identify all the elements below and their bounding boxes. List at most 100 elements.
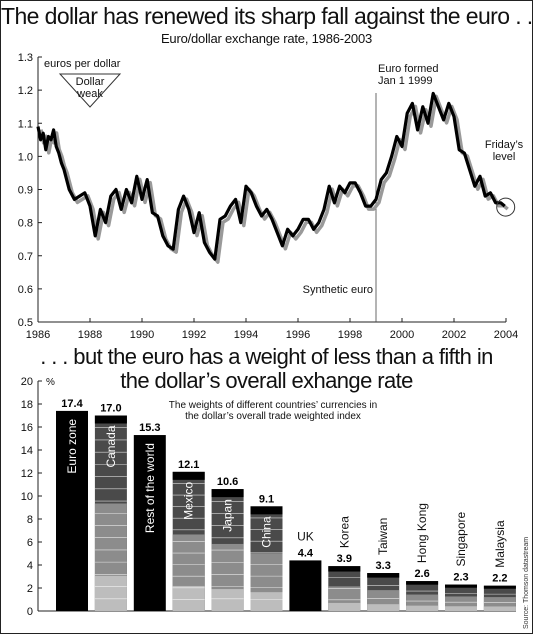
x-tick-label: 1994 bbox=[234, 329, 258, 341]
bar-value-label: 3.3 bbox=[376, 560, 391, 572]
dollar-weak-annotation-line2: weak bbox=[76, 88, 103, 100]
bar bbox=[211, 489, 244, 611]
category-label: Singapore bbox=[454, 512, 468, 567]
bar bbox=[367, 573, 400, 611]
bar-value-label: 17.4 bbox=[61, 398, 83, 410]
bar-y-tick-label: 0 bbox=[27, 606, 33, 618]
synthetic-euro-annotation: Synthetic euro bbox=[303, 284, 373, 296]
dollar-weak-annotation-line1: Dollar bbox=[76, 76, 105, 88]
category-label: UK bbox=[297, 529, 314, 543]
category-label: Rest of the world bbox=[143, 443, 157, 533]
bar-lower-band bbox=[328, 586, 361, 611]
bar-cap bbox=[94, 415, 127, 424]
bar-group bbox=[211, 489, 244, 611]
category-label: Japan bbox=[221, 499, 235, 532]
bar-cap bbox=[367, 573, 400, 578]
exchange-rate-line-chart: 0.5 0.6 0.7 0.8 0.9 1.0 1.1 1.2 1.3 1986 1988 1990 1… bbox=[18, 52, 524, 341]
bar-group bbox=[483, 585, 516, 611]
bar bbox=[445, 584, 477, 611]
bar bbox=[289, 560, 322, 611]
bar-value-label: 9.1 bbox=[259, 493, 274, 505]
bar-lower-band bbox=[483, 597, 516, 611]
bar-group bbox=[94, 415, 127, 611]
bar-y-tick-label: 4 bbox=[27, 560, 33, 572]
x-tick-label: 1990 bbox=[130, 329, 154, 341]
bar-lower-band bbox=[94, 503, 127, 611]
x-tick-label: 2004 bbox=[494, 329, 518, 341]
bar bbox=[483, 585, 516, 611]
bar-cap bbox=[172, 471, 205, 480]
bar-chart-title-line: the dollar’s overall trade weighted inde… bbox=[185, 411, 361, 422]
bar-group bbox=[328, 566, 361, 611]
bar-cap bbox=[250, 506, 283, 515]
bar-base-band bbox=[250, 592, 283, 611]
bar-group bbox=[133, 435, 166, 611]
bar-group bbox=[172, 471, 205, 611]
bar-group bbox=[250, 506, 283, 611]
x-tick-label: 1988 bbox=[78, 329, 102, 341]
y-tick-label: 1.3 bbox=[18, 52, 33, 64]
bar bbox=[406, 581, 439, 611]
fridays-level-marker bbox=[496, 197, 516, 217]
y-tick-label: 1.1 bbox=[18, 118, 33, 130]
x-tick-label: 2002 bbox=[442, 329, 466, 341]
bar-lower-band bbox=[211, 543, 244, 611]
bar-y-tick-label: 10 bbox=[21, 491, 33, 503]
bar-chart-title-line: The weights of different countries’ curr… bbox=[169, 400, 377, 411]
bar bbox=[172, 471, 205, 611]
bar-y-tick-label: 2 bbox=[27, 583, 33, 595]
bar-base-band bbox=[211, 589, 244, 611]
bar-lower-band bbox=[172, 534, 205, 611]
bar-cap bbox=[328, 566, 361, 572]
bar bbox=[250, 506, 283, 611]
x-tick-label: 1986 bbox=[26, 329, 50, 341]
bar bbox=[328, 566, 361, 611]
euro-formed-annotation-line2: Jan 1 1999 bbox=[378, 75, 432, 87]
bar-value-label: 15.3 bbox=[139, 422, 160, 434]
bar-y-tick-label: 8 bbox=[27, 514, 33, 526]
bar-value-label: 2.2 bbox=[492, 573, 507, 585]
bar-group bbox=[289, 560, 322, 611]
bar-y-tick-label: 14 bbox=[21, 445, 33, 457]
y-axis-label: euros per dollar bbox=[44, 58, 121, 70]
category-label: Canada bbox=[104, 425, 118, 467]
series-shadow bbox=[39, 94, 509, 264]
euro-formed-annotation-line1: Euro formed bbox=[378, 63, 439, 75]
bar-group bbox=[406, 581, 439, 611]
bar-lower-band bbox=[250, 553, 283, 611]
fridays-level-annotation-line1: Friday’s bbox=[485, 139, 524, 151]
headline-bottom-line2: the dollar’s overall exhange rate bbox=[120, 368, 413, 393]
bar bbox=[56, 410, 88, 611]
bar-lower-band bbox=[406, 594, 439, 611]
category-label: Malaysia bbox=[493, 520, 507, 568]
series-line bbox=[36, 91, 506, 261]
bar-value-label: 17.0 bbox=[100, 403, 121, 415]
bar-y-tick-label: 6 bbox=[27, 537, 33, 549]
category-label: Euro zone bbox=[65, 419, 79, 474]
bar-cap bbox=[445, 584, 477, 588]
y-tick-label: 0.7 bbox=[18, 251, 33, 263]
x-tick-label: 1996 bbox=[286, 329, 310, 341]
y-tick-label: 1.2 bbox=[18, 85, 33, 97]
bar-base-band bbox=[94, 575, 127, 611]
bar-base-band bbox=[445, 606, 477, 611]
bar bbox=[133, 435, 166, 611]
bar-cap bbox=[211, 489, 244, 498]
y-tick-label: 1.0 bbox=[18, 151, 33, 163]
bar-cap bbox=[406, 581, 439, 585]
bar-value-label: 2.3 bbox=[453, 572, 468, 584]
category-label: Korea bbox=[337, 516, 351, 548]
bar-base-band bbox=[406, 605, 439, 611]
x-tick-label: 1998 bbox=[338, 329, 362, 341]
category-label: Taiwan bbox=[376, 518, 390, 555]
bar-base-band bbox=[172, 585, 205, 611]
y-tick-label: 0.5 bbox=[18, 317, 33, 329]
bar-base-band bbox=[328, 602, 361, 611]
subtitle-top: Euro/dollar exchange rate, 1986-2003 bbox=[160, 31, 373, 46]
bar-value-label: 12.1 bbox=[178, 459, 199, 471]
bar-base-band bbox=[483, 606, 516, 611]
bar-value-label: 2.6 bbox=[414, 568, 429, 580]
bar-y-tick-label: 18 bbox=[21, 399, 33, 411]
bar-group bbox=[56, 410, 88, 611]
